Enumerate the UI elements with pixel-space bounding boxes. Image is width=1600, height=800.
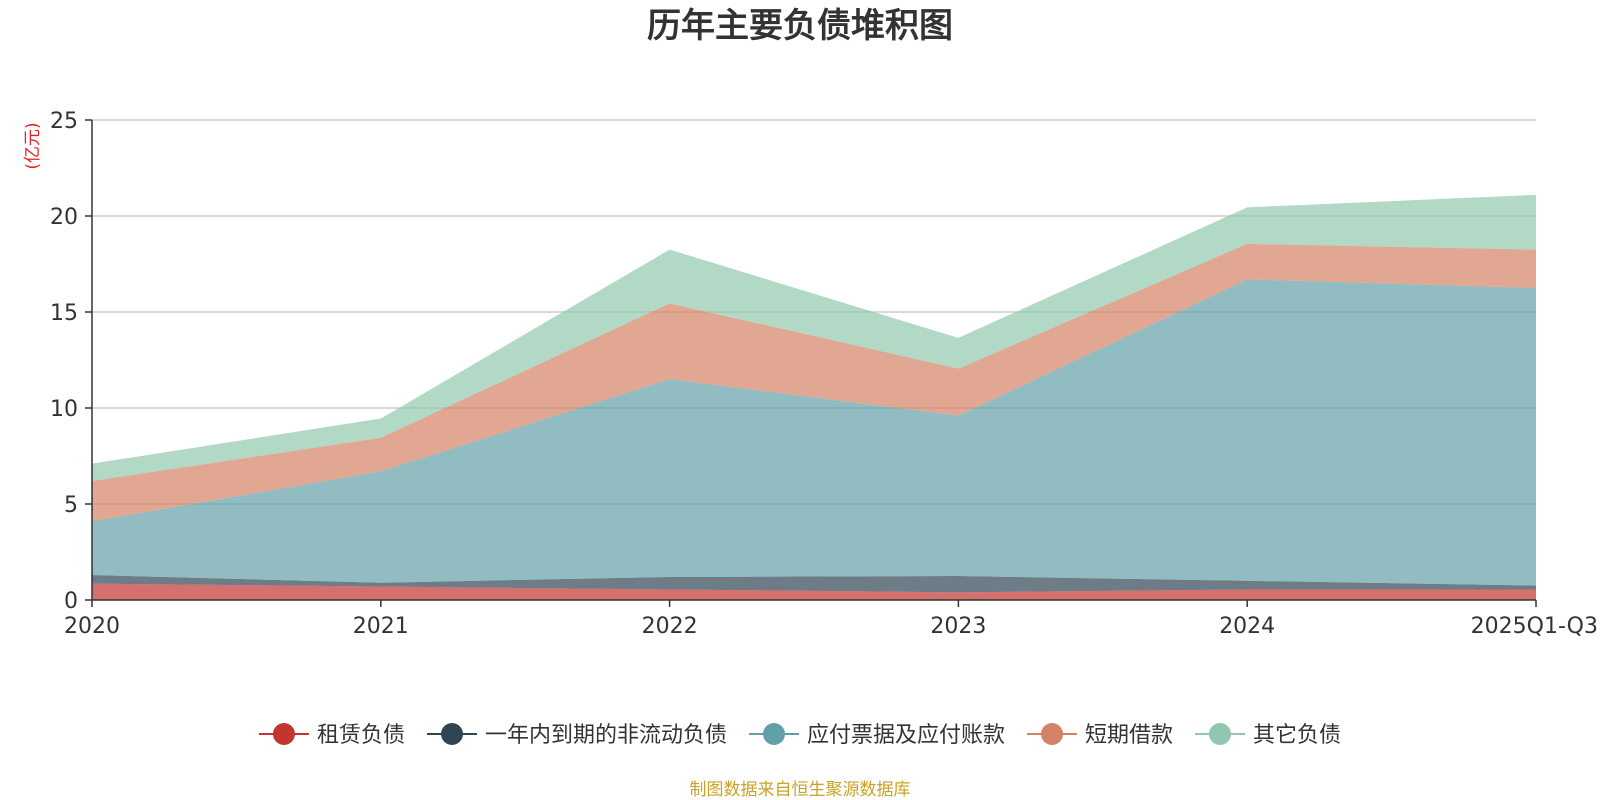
legend-label: 其它负债 — [1253, 723, 1341, 748]
area-series-1 — [92, 575, 1536, 593]
axes: 0 5 10 15 20 25 2020 2021 2022 2023 2024 2025Q1-Q3 — [50, 109, 1598, 639]
legend-marker — [1209, 723, 1232, 745]
y-tick-label: 20 — [50, 205, 78, 230]
legend-label: 应付票据及应付账款 — [807, 723, 1005, 748]
y-axis-unit-label: (亿元) — [23, 122, 43, 169]
x-tick-label: 2023 — [930, 614, 986, 639]
y-tick-label: 10 — [50, 397, 78, 422]
legend-marker — [272, 723, 295, 745]
legend-marker — [440, 723, 463, 745]
x-tick-label: 2020 — [64, 614, 120, 639]
x-tick-label: 2024 — [1219, 614, 1275, 639]
y-tick-label: 15 — [50, 301, 78, 326]
legend-marker — [1041, 723, 1064, 745]
legend-label: 短期借款 — [1085, 723, 1173, 748]
legend-label: 租赁负债 — [317, 723, 405, 748]
area-series-4 — [92, 194, 1536, 481]
source-note: 制图数据来自恒生聚源数据库 — [690, 780, 911, 800]
chart-title: 历年主要负债堆积图 — [647, 6, 953, 46]
x-tick-label: 2025Q1-Q3 — [1471, 614, 1598, 639]
stacked-areas — [92, 194, 1536, 600]
area-series-0 — [92, 583, 1536, 600]
legend-item-1[interactable]: 一年内到期的非流动负债 — [426, 723, 727, 748]
legend-item-0[interactable]: 租赁负债 — [258, 723, 405, 748]
legend-marker — [762, 723, 785, 745]
y-tick-label: 25 — [50, 109, 78, 134]
y-tick-label: 5 — [64, 493, 78, 518]
legend: 租赁负债 一年内到期的非流动负债 应付票据及应付账款 短期借款 其它负债 — [258, 723, 1341, 748]
area-series-3 — [92, 243, 1536, 522]
x-tick-label: 2022 — [642, 614, 698, 639]
area-series-2 — [92, 279, 1536, 586]
y-tick-label: 0 — [64, 589, 78, 614]
legend-label: 一年内到期的非流动负债 — [485, 723, 727, 748]
legend-item-2[interactable]: 应付票据及应付账款 — [748, 723, 1005, 748]
legend-item-3[interactable]: 短期借款 — [1027, 723, 1173, 748]
legend-item-4[interactable]: 其它负债 — [1195, 723, 1341, 748]
x-tick-label: 2021 — [353, 614, 409, 639]
